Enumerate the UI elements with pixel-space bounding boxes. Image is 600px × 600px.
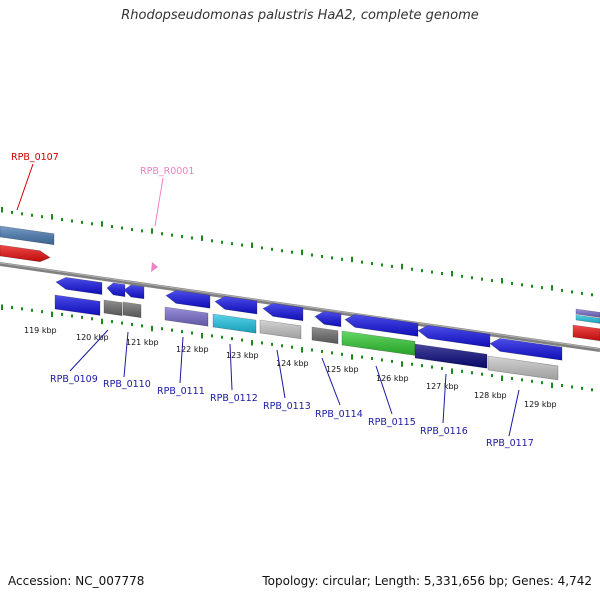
- tick-label: 120 kbp: [76, 333, 109, 342]
- gene-arrow-shade: [345, 314, 418, 337]
- gene-arrow-shade: [263, 303, 303, 321]
- gene-label-leader: [229, 343, 233, 391]
- gene-label-leader: [375, 365, 393, 415]
- backbone-highlight: [0, 262, 600, 350]
- gene-arrow-shade: [315, 311, 341, 327]
- gene-arrow-shade: [215, 296, 257, 314]
- gene-bar-shade: [104, 300, 122, 316]
- gene-bar-shade: [260, 320, 301, 339]
- gene-labels: RPB_0107 RPB_R0001 RPB_0109 RPB_0110 RPB_011…: [11, 152, 534, 449]
- tick-labels: 119 kbp 120 kbp 121 kbp 122 kbp 123 kbp 124 k…: [24, 326, 557, 409]
- gene-features: [0, 225, 600, 381]
- gene-bar-shade: [312, 327, 338, 344]
- genome-backbone: [0, 262, 600, 352]
- gene-label-leader: [16, 163, 34, 211]
- gene-bar-shade: [342, 331, 415, 356]
- gene-rpb-0107-arrow-shade: [0, 245, 50, 262]
- gene-rpb-0107-bar-shade: [0, 226, 54, 245]
- tick-label: 123 kbp: [226, 351, 259, 360]
- gene-label-rpb-0109: RPB_0109: [50, 374, 98, 385]
- gene-bar-shade: [213, 314, 256, 334]
- gene-bar-shade: [415, 344, 487, 369]
- gene-label-rpb-0111: RPB_0111: [157, 386, 205, 397]
- gene-bar-shade: [165, 307, 208, 327]
- tick-label: 126 kbp: [376, 374, 409, 383]
- tick-label: 128 kbp: [474, 391, 507, 400]
- gene-label-rpb-0107: RPB_0107: [11, 152, 59, 163]
- tick-label: 125 kbp: [326, 365, 359, 374]
- accession-text: Accession: NC_007778: [8, 574, 145, 588]
- gene-bar-shade: [123, 302, 141, 318]
- gene-arrow-shade: [490, 338, 562, 361]
- ruler-tracks: [1, 207, 593, 392]
- gene-bar-shade: [576, 309, 600, 318]
- tick-label: 119 kbp: [24, 326, 57, 335]
- gene-arrow-shade: [418, 325, 490, 348]
- gene-label-rpb-r0001: RPB_R0001: [140, 166, 194, 177]
- gene-bar-shade: [488, 356, 558, 380]
- tick-label: 121 kbp: [126, 338, 159, 347]
- gene-label-leader: [69, 329, 109, 372]
- gene-arrow-shade: [124, 285, 144, 299]
- gene-label-leader: [179, 336, 184, 384]
- gene-label-rpb-0113: RPB_0113: [263, 401, 311, 412]
- genome-summary-text: Topology: circular; Length: 5,331,656 bp…: [262, 574, 592, 588]
- gene-label-rpb-0116: RPB_0116: [420, 426, 468, 437]
- gene-label-leader: [154, 177, 164, 227]
- gene-label-leader: [123, 331, 129, 378]
- tick-label: 122 kbp: [176, 345, 209, 354]
- gene-label-leader: [276, 349, 286, 399]
- gene-label-rpb-0110: RPB_0110: [103, 379, 151, 390]
- gene-arrow-shade: [107, 282, 125, 297]
- tick-label: 127 kbp: [426, 382, 459, 391]
- gene-arrow-shade: [56, 277, 102, 295]
- gene-label-leader: [442, 373, 447, 424]
- tick-label: 124 kbp: [276, 359, 309, 368]
- gene-label-rpb-0115: RPB_0115: [368, 417, 416, 428]
- gene-label-rpb-0114: RPB_0114: [315, 409, 363, 420]
- gene-label-rpb-0117: RPB_0117: [486, 438, 534, 449]
- gene-label-leader: [321, 357, 341, 406]
- gene-label-leader: [508, 389, 520, 437]
- rrna-marker: [151, 262, 158, 272]
- backbone-line: [0, 262, 600, 352]
- map-title: Rhodopseudomonas palustris HaA2, complet…: [121, 8, 479, 23]
- gene-arrow-shade: [166, 290, 210, 309]
- gene-label-rpb-0112: RPB_0112: [210, 393, 258, 404]
- gene-bar-shade: [573, 325, 600, 341]
- tick-label: 129 kbp: [524, 400, 557, 409]
- gene-bar-shade: [576, 315, 600, 324]
- gene-bar-shade: [55, 295, 100, 316]
